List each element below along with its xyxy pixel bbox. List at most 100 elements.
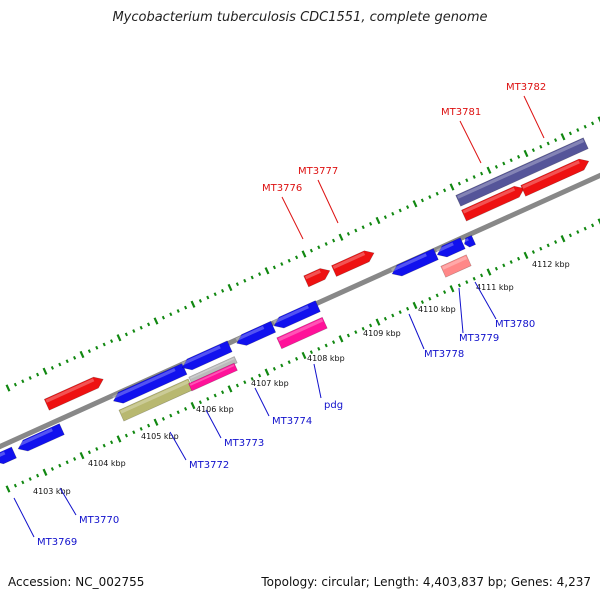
lower-tick-mark	[227, 385, 233, 393]
gene-label: pdg	[324, 400, 343, 411]
ruler-label: 4104 kbp	[88, 459, 126, 468]
upper-tick-mark	[272, 265, 276, 270]
lower-tick-mark	[420, 300, 424, 304]
lower-tick-mark	[517, 256, 521, 261]
lower-tick-mark	[375, 318, 381, 326]
lower-tick-mark	[243, 380, 247, 385]
lower-tick-mark	[58, 463, 62, 468]
upper-tick-mark	[591, 121, 595, 126]
lower-tick-mark	[494, 266, 498, 271]
gene-label-leader	[523, 95, 545, 139]
ruler-label: 4110 kbp	[418, 305, 456, 314]
lower-tick-mark	[301, 351, 307, 360]
upper-tick-mark	[420, 198, 424, 203]
ruler-label: 4111 kbp	[476, 283, 514, 292]
lower-tick-mark	[250, 376, 254, 381]
lower-tick-mark	[287, 360, 291, 365]
upper-tick-mark	[198, 299, 202, 303]
upper-tick-mark	[472, 175, 476, 179]
upper-tick-mark	[116, 334, 122, 342]
gene-label-leader	[474, 281, 497, 320]
gene-forward	[303, 268, 331, 288]
upper-tick-mark	[206, 295, 210, 300]
lower-tick-mark	[50, 467, 54, 471]
lower-tick-mark	[383, 316, 387, 321]
lower-tick-mark	[206, 397, 210, 401]
upper-tick-mark	[190, 300, 196, 308]
upper-tick-mark	[324, 242, 328, 246]
gene-reverse	[16, 423, 65, 452]
lower-tick-mark	[235, 383, 239, 388]
upper-tick-mark	[332, 238, 336, 243]
gene-label-leader	[313, 363, 322, 399]
upper-tick-mark	[21, 379, 25, 384]
upper-tick-mark	[221, 288, 225, 293]
lower-tick-mark	[502, 263, 506, 268]
upper-tick-mark	[95, 345, 99, 350]
lower-tick-mark	[486, 268, 492, 276]
upper-tick-track	[5, 116, 600, 392]
gene-label-leader	[408, 313, 425, 350]
lower-tick-mark	[317, 346, 321, 351]
gene-label: MT3779	[459, 333, 499, 344]
upper-tick-mark	[338, 233, 344, 241]
upper-tick-mark	[383, 215, 387, 220]
upper-tick-mark	[5, 384, 11, 392]
lower-tick-mark	[21, 480, 25, 485]
gene-forward	[43, 376, 104, 411]
upper-tick-mark	[42, 367, 48, 375]
topology-text: Topology: circular; Length: 4,403,837 bp…	[261, 575, 591, 589]
lower-tick-mark	[457, 283, 461, 288]
lower-tick-mark	[169, 413, 173, 418]
rna-gene	[188, 362, 238, 392]
upper-tick-mark	[435, 191, 439, 196]
lower-tick-mark	[280, 363, 284, 368]
lower-tick-mark	[161, 417, 165, 421]
upper-tick-mark	[546, 141, 550, 146]
gene-reverse	[0, 446, 17, 465]
upper-tick-mark	[13, 382, 17, 387]
lower-tick-mark	[110, 440, 114, 445]
lower-tick-mark	[523, 251, 529, 260]
lower-tick-mark	[295, 356, 299, 361]
gene-forward	[331, 250, 375, 277]
upper-tick-mark	[295, 255, 299, 260]
upper-tick-mark	[169, 312, 173, 317]
lower-tick-mark	[28, 477, 32, 481]
lower-tick-mark	[391, 313, 395, 318]
lower-tick-mark	[309, 350, 313, 355]
lower-tick-mark	[13, 483, 17, 488]
lower-tick-mark	[132, 430, 136, 435]
upper-tick-mark	[509, 158, 513, 163]
gene-reverse	[235, 320, 277, 346]
upper-tick-mark	[36, 372, 40, 377]
upper-tick-mark	[531, 148, 535, 153]
upper-tick-mark	[110, 339, 114, 343]
upper-tick-mark	[412, 200, 418, 208]
lower-tick-mark	[449, 285, 455, 293]
lower-tick-mark	[36, 473, 40, 478]
lower-tick-mark	[546, 243, 550, 248]
lower-tick-mark	[79, 451, 85, 460]
pale-gene	[440, 254, 472, 278]
lower-tick-mark	[539, 246, 543, 251]
lower-tick-mark	[213, 393, 217, 398]
gene-label-leader	[254, 387, 270, 417]
upper-tick-mark	[258, 272, 262, 276]
upper-tick-mark	[235, 282, 239, 287]
upper-tick-mark	[480, 171, 484, 176]
upper-tick-mark	[161, 315, 165, 320]
feature-layer	[0, 137, 590, 465]
upper-tick-mark	[486, 166, 492, 174]
lower-tick-mark	[435, 293, 439, 298]
gene-label: MT3776	[262, 183, 302, 194]
lower-tick-mark	[472, 276, 476, 281]
lower-tick-mark	[398, 310, 402, 314]
upper-tick-mark	[354, 228, 358, 233]
lower-tick-mark	[184, 407, 188, 411]
lower-tick-mark	[264, 368, 270, 376]
upper-tick-mark	[494, 165, 498, 169]
upper-tick-mark	[132, 329, 136, 333]
upper-tick-mark	[583, 124, 587, 129]
lower-tick-mark	[272, 366, 276, 371]
